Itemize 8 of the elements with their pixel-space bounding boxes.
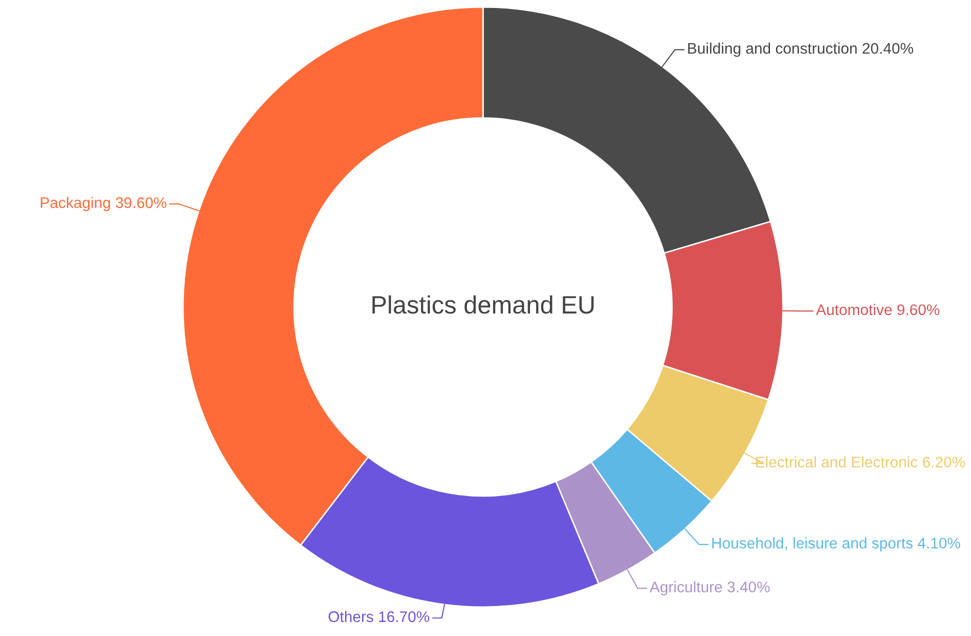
slice-label: Automotive 9.60% — [816, 304, 940, 316]
slice-label: Household, leisure and sports 4.10% — [712, 537, 960, 552]
slice-label: Agriculture 3.40% — [650, 581, 770, 596]
slice-label: Electrical and Electronic 6.20% — [756, 456, 965, 468]
text: Plastics demand EU — [372, 295, 594, 314]
slice-label: Others 16.70% — [328, 610, 430, 622]
slice-label: Packaging 39.60% — [40, 196, 166, 212]
slice-label: Building and construction 20.40% — [688, 42, 914, 57]
